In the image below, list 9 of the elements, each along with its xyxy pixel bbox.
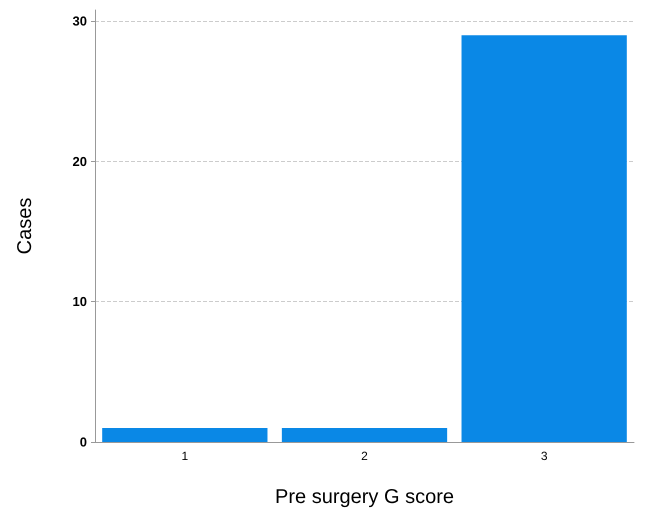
x-tick-label: 3 xyxy=(540,449,548,463)
y-tick-label: 30 xyxy=(72,14,87,29)
y-tick-label: 20 xyxy=(72,154,87,169)
x-axis-title: Pre surgery G score xyxy=(275,486,454,508)
y-tick-label: 0 xyxy=(80,434,87,450)
x-tick-label: 1 xyxy=(181,449,188,463)
y-axis-title: Cases xyxy=(14,198,36,254)
y-tick-label: 10 xyxy=(72,294,87,310)
x-tick-label: 2 xyxy=(361,449,368,463)
